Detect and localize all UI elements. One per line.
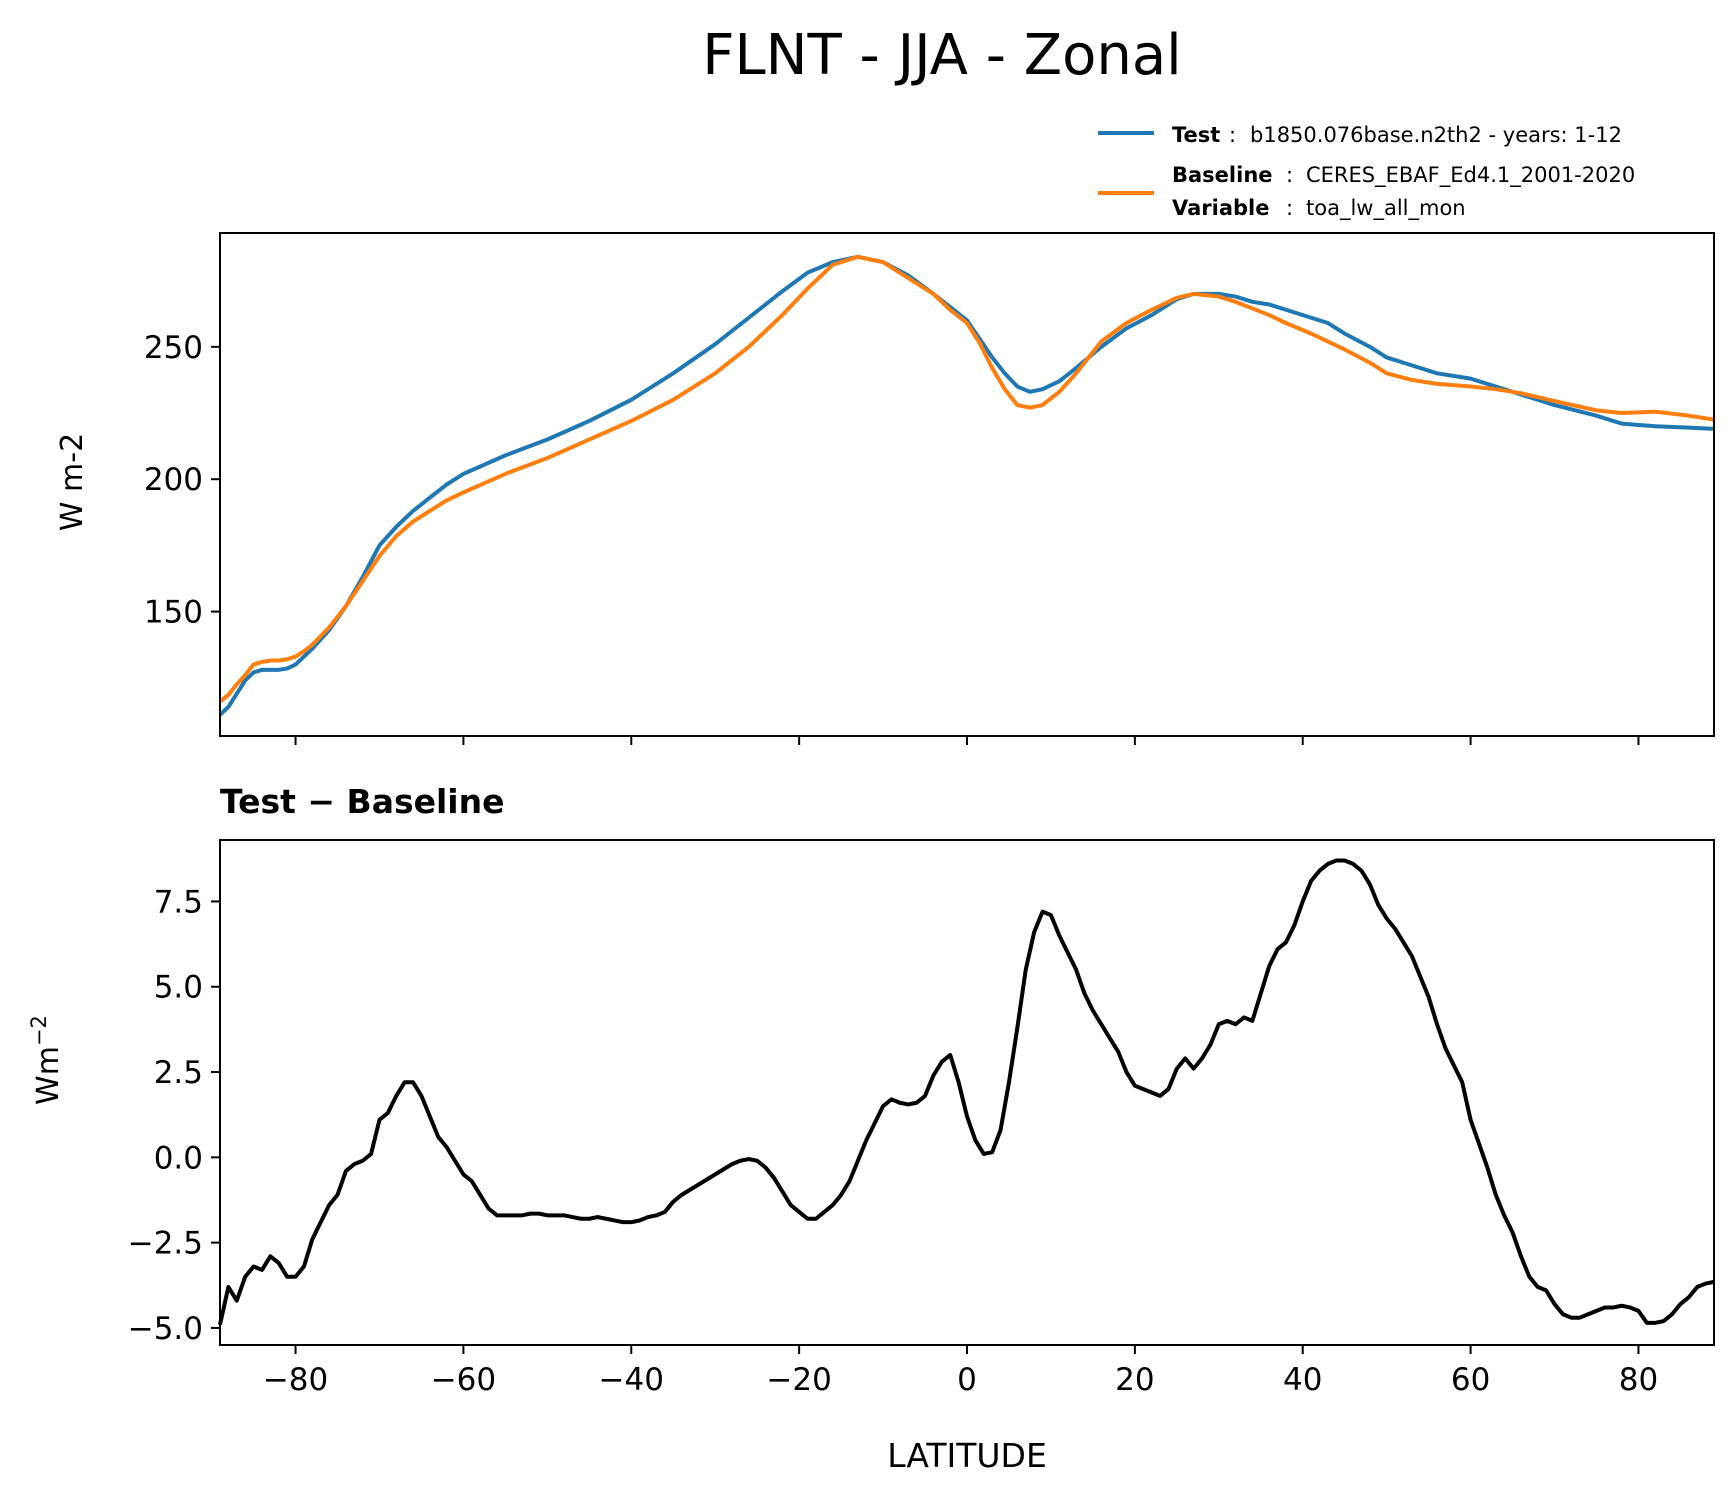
top-series-baseline-line (218, 254, 1715, 704)
bottom-panel-title: Test − Baseline (220, 782, 505, 821)
bottom-x-tick-label: 20 (1115, 1362, 1154, 1398)
bottom-y-tick-label: 2.5 (154, 1055, 203, 1091)
bottom-y-tick-label: 0.0 (154, 1140, 203, 1176)
bottom-x-tick-label: −80 (263, 1362, 328, 1398)
bottom-x-tick-label: 40 (1283, 1362, 1322, 1398)
bottom-x-tick-label: 0 (957, 1362, 977, 1398)
top-panel: W m-2 150 200 250 (55, 232, 1715, 745)
figure-title: FLNT - JJA - Zonal (702, 23, 1181, 88)
bottom-x-tick-label: 60 (1451, 1362, 1490, 1398)
top-y-tick-label: 200 (144, 462, 203, 498)
bottom-y-tick-label: 5.0 (154, 970, 203, 1006)
legend-variable-label: Variable (1172, 196, 1269, 220)
bottom-y-tick-label: −2.5 (128, 1226, 203, 1262)
bottom-x-tick-label: −40 (599, 1362, 664, 1398)
legend-test-label: Test (1172, 123, 1220, 147)
bottom-y-tick-label: 7.5 (154, 884, 203, 920)
bottom-series (218, 858, 1715, 1325)
bottom-x-tick-label: −20 (766, 1362, 831, 1398)
bottom-plot-frame (219, 839, 1715, 1346)
top-x-ticks (294, 736, 1640, 745)
bottom-x-tick-label: −60 (431, 1362, 496, 1398)
legend-baseline-separator: : (1286, 163, 1293, 187)
bottom-y-tick-label: −5.0 (128, 1311, 203, 1347)
bottom-x-tick-label: 80 (1619, 1362, 1658, 1398)
bottom-y-ticks: −5.0 −2.5 0.0 2.5 5.0 7.5 (128, 884, 220, 1347)
legend-test-value: b1850.076base.n2th2 - years: 1-12 (1250, 123, 1622, 147)
top-y-ticks: 150 200 250 (144, 330, 220, 631)
top-y-tick-label: 250 (144, 330, 203, 366)
legend-baseline-value: CERES_EBAF_Ed4.1_2001-2020 (1306, 163, 1635, 188)
legend: Test : b1850.076base.n2th2 - years: 1-12… (1098, 123, 1635, 221)
legend-variable-separator: : (1286, 196, 1293, 220)
bottom-x-ticks: −80 −60 −40 −20 0 20 40 60 80 (263, 1345, 1658, 1398)
top-ylabel: W m-2 (55, 433, 90, 531)
legend-variable-value: toa_lw_all_mon (1306, 196, 1466, 221)
bottom-series-difference-line (218, 858, 1715, 1325)
bottom-xlabel: LATITUDE (887, 1436, 1047, 1475)
top-y-tick-label: 150 (144, 595, 203, 631)
legend-test-separator: : (1229, 123, 1236, 147)
top-series (218, 254, 1715, 717)
bottom-ylabel: Wm−2 (27, 1015, 66, 1105)
legend-baseline-label: Baseline (1172, 163, 1273, 187)
top-plot-frame (219, 232, 1715, 737)
bottom-panel: Test − Baseline Wm−2 −5.0 −2.5 0.0 2.5 5.0 7.… (27, 782, 1715, 1475)
